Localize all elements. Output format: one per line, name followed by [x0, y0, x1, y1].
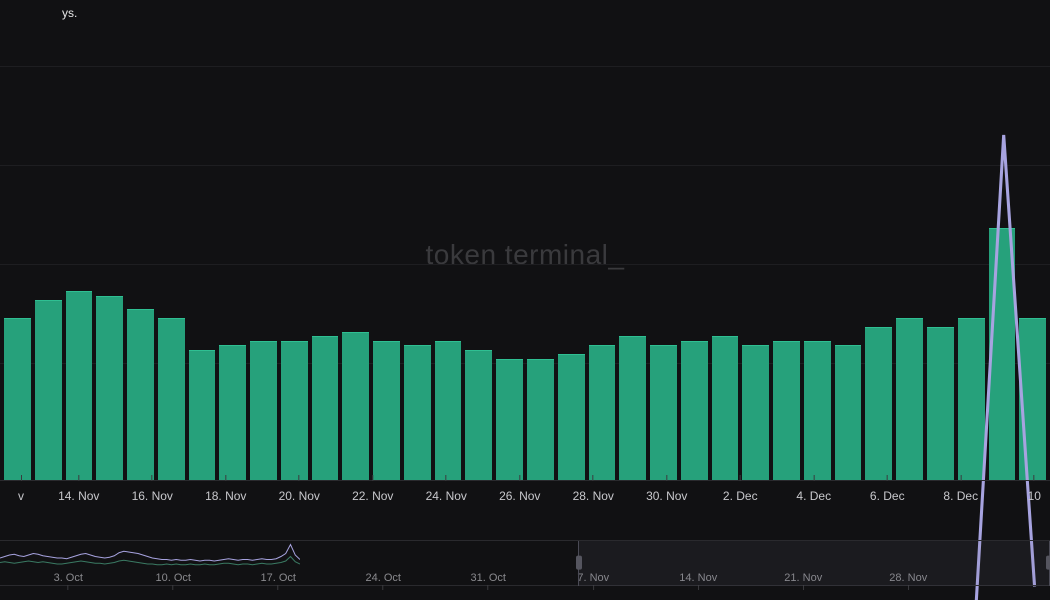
- x-tick: v: [18, 489, 24, 503]
- overview-tick-label: 31. Oct: [471, 572, 506, 584]
- bar: [281, 341, 308, 481]
- x-tick-label: 18. Nov: [205, 489, 246, 503]
- overview-tick: 24. Oct: [366, 572, 401, 584]
- bar: [712, 336, 739, 480]
- overview-brush-window[interactable]: [578, 541, 1050, 586]
- x-tick-label: 30. Nov: [646, 489, 687, 503]
- x-tick: 20. Nov: [279, 489, 320, 503]
- x-tick-label: v: [18, 489, 24, 503]
- bar: [312, 336, 339, 480]
- x-tick-label: 6. Dec: [870, 489, 905, 503]
- x-tick-label: 8. Dec: [943, 489, 978, 503]
- bar: [66, 291, 93, 480]
- overview-tick: 10. Oct: [156, 572, 191, 584]
- bar: [650, 345, 677, 480]
- x-tick-label: 2. Dec: [723, 489, 758, 503]
- bar: [219, 345, 246, 480]
- brush-handle-right[interactable]: [1046, 555, 1050, 569]
- x-tick: 14. Nov: [58, 489, 99, 503]
- x-tick: 22. Nov: [352, 489, 393, 503]
- header-trailing-text: ys.: [62, 6, 77, 20]
- x-tick-label: 24. Nov: [426, 489, 467, 503]
- bar-series: [0, 30, 1050, 480]
- overview-lines: [0, 543, 300, 573]
- bar: [189, 350, 216, 481]
- bar: [158, 318, 185, 480]
- x-tick-label: 14. Nov: [58, 489, 99, 503]
- overview-tick: 17. Oct: [261, 572, 296, 584]
- bar: [373, 341, 400, 481]
- x-tick-label: 26. Nov: [499, 489, 540, 503]
- bar: [127, 309, 154, 480]
- x-tick: 18. Nov: [205, 489, 246, 503]
- bar: [1019, 318, 1046, 480]
- bar: [35, 300, 62, 480]
- overview-tick: 3. Oct: [54, 572, 83, 584]
- bar: [927, 327, 954, 480]
- main-chart: token terminal_ v14. Nov16. Nov18. Nov20…: [0, 30, 1050, 520]
- bar: [527, 359, 554, 481]
- overview-tick-label: 17. Oct: [261, 572, 296, 584]
- bar: [250, 341, 277, 481]
- bar: [589, 345, 616, 480]
- x-tick-label: 16. Nov: [132, 489, 173, 503]
- bar: [742, 345, 769, 480]
- x-tick: 26. Nov: [499, 489, 540, 503]
- bar: [773, 341, 800, 481]
- bar: [4, 318, 31, 480]
- x-tick: 6. Dec: [870, 489, 905, 503]
- bar: [619, 336, 646, 480]
- overview-chart[interactable]: 3. Oct10. Oct17. Oct24. Oct31. Oct7. Nov…: [0, 540, 1050, 600]
- bar: [835, 345, 862, 480]
- x-tick: 28. Nov: [573, 489, 614, 503]
- x-tick-label: 22. Nov: [352, 489, 393, 503]
- bar: [989, 228, 1016, 480]
- x-tick-label: 4. Dec: [796, 489, 831, 503]
- bar: [896, 318, 923, 480]
- x-tick: 10: [1028, 489, 1041, 503]
- overview-tick-label: 24. Oct: [366, 572, 401, 584]
- brush-handle-left[interactable]: [576, 555, 582, 569]
- x-tick-label: 20. Nov: [279, 489, 320, 503]
- x-tick: 30. Nov: [646, 489, 687, 503]
- overview-tick: 31. Oct: [471, 572, 506, 584]
- bar: [865, 327, 892, 480]
- x-tick: 2. Dec: [723, 489, 758, 503]
- bar: [681, 341, 708, 481]
- bar: [465, 350, 492, 481]
- bar: [958, 318, 985, 480]
- x-tick-label: 28. Nov: [573, 489, 614, 503]
- main-x-axis: v 14. Nov 16. Nov 18. Nov 20. Nov 22. Nov 24. …: [0, 480, 1050, 520]
- overview-tick-label: 10. Oct: [156, 572, 191, 584]
- x-tick: 16. Nov: [132, 489, 173, 503]
- bar: [496, 359, 523, 481]
- x-tick: 8. Dec: [943, 489, 978, 503]
- bar: [404, 345, 431, 480]
- bar: [804, 341, 831, 481]
- x-tick-label: 10: [1028, 489, 1041, 503]
- bar: [558, 354, 585, 480]
- bar: [435, 341, 462, 481]
- x-tick: 4. Dec: [796, 489, 831, 503]
- bar: [342, 332, 369, 481]
- x-tick: 24. Nov: [426, 489, 467, 503]
- bar: [96, 296, 123, 481]
- overview-tick-label: 3. Oct: [54, 572, 83, 584]
